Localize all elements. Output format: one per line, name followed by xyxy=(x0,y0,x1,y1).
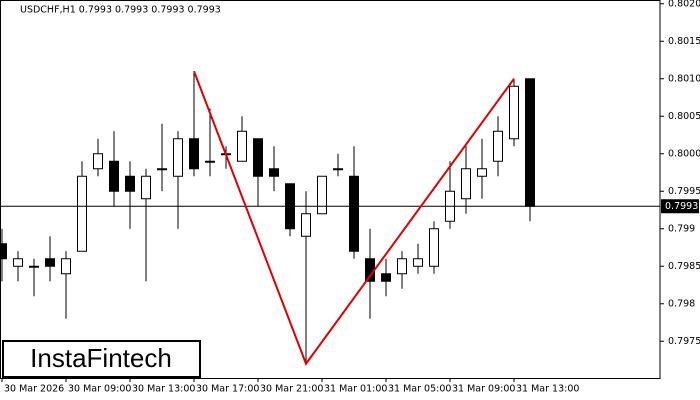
candle-body xyxy=(125,175,135,192)
y-tick-label: 0.798 xyxy=(668,298,695,309)
candle-body xyxy=(301,213,311,237)
candle-body xyxy=(157,168,167,171)
candle-body xyxy=(461,168,471,200)
pattern-line xyxy=(193,70,515,366)
x-tick-label: 31 Mar 01:00 xyxy=(324,384,387,395)
candle-body xyxy=(0,243,7,260)
candle-body xyxy=(381,273,391,282)
candle-body xyxy=(317,175,327,215)
x-tick-label: 30 Mar 09:00 xyxy=(68,384,131,395)
candle-body xyxy=(61,258,71,275)
candle-body xyxy=(269,168,279,177)
candle-body xyxy=(141,175,151,200)
x-tick-label: 30 Mar 21:00 xyxy=(260,384,323,395)
y-tick-label: 0.7975 xyxy=(668,336,700,347)
x-tick-label: 30 Mar 17:00 xyxy=(196,384,259,395)
candle-body xyxy=(509,85,519,140)
candle-body xyxy=(189,138,199,170)
candle-body xyxy=(525,78,535,207)
candle-body xyxy=(413,258,423,267)
candle-body xyxy=(29,265,39,268)
y-tick-label: 0.8000 xyxy=(668,148,700,159)
y-tick-label: 0.8015 xyxy=(668,36,700,47)
candle-body xyxy=(237,130,247,162)
candle-body xyxy=(205,160,215,163)
last-price-box xyxy=(661,199,699,214)
candle-body xyxy=(349,175,359,252)
logo-text: InstaFintech xyxy=(30,343,172,373)
y-tick-label: 0.7995 xyxy=(668,186,700,197)
y-tick-label: 0.8010 xyxy=(668,73,700,84)
last-price-label: 0.7993 xyxy=(665,201,698,212)
x-tick-label: 31 Mar 09:00 xyxy=(452,384,515,395)
logo-box xyxy=(2,340,201,378)
y-tick-label: 0.8005 xyxy=(668,111,700,122)
plot-frame xyxy=(0,0,661,379)
candle-body xyxy=(77,175,87,252)
x-tick-label: 30 Mar 13:00 xyxy=(132,384,195,395)
candle-body xyxy=(253,138,263,177)
candle-body xyxy=(13,258,23,267)
x-tick-label: 31 Mar 13:00 xyxy=(516,384,579,395)
candle-body xyxy=(477,168,487,177)
x-tick-label: 31 Mar 05:00 xyxy=(388,384,451,395)
candle-body xyxy=(333,168,343,171)
chart-title: USDCHF,H1 0.7993 0.7993 0.7993 0.7993 xyxy=(20,5,221,16)
candle-body xyxy=(109,160,119,192)
candle-body xyxy=(173,138,183,177)
candle-body xyxy=(45,258,55,267)
candle-body xyxy=(365,258,375,282)
candle-body xyxy=(397,258,407,275)
candle-body xyxy=(493,130,503,162)
candle-body xyxy=(93,153,103,170)
candle-body xyxy=(429,228,439,267)
y-tick-label: 0.799 xyxy=(668,223,695,234)
x-tick-label: 30 Mar 2026 xyxy=(4,384,64,395)
y-tick-label: 0.7985 xyxy=(668,261,700,272)
y-tick-label: 0.8020 xyxy=(668,0,700,9)
